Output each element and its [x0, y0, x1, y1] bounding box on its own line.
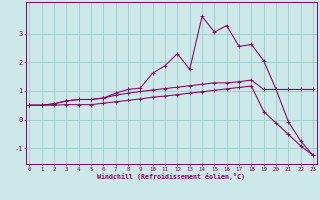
X-axis label: Windchill (Refroidissement éolien,°C): Windchill (Refroidissement éolien,°C) — [97, 173, 245, 180]
